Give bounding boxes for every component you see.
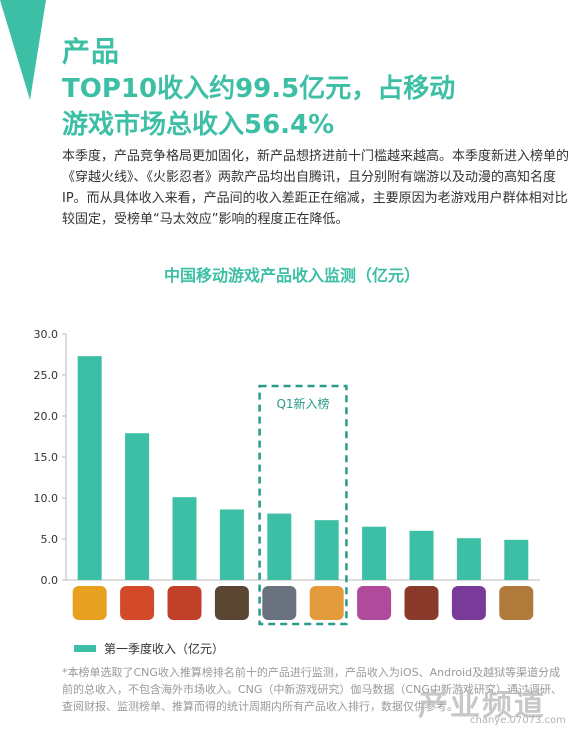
bar <box>456 538 481 580</box>
bar <box>267 513 292 580</box>
y-tick-label: 10.0 <box>34 492 59 505</box>
watermark-url: chanye.07073.com <box>470 715 566 726</box>
headline-line-1: TOP10收入约99.5亿元，占移动 <box>62 74 456 104</box>
y-tick-label: 30.0 <box>34 328 59 341</box>
bar <box>77 356 102 580</box>
bar <box>172 497 197 580</box>
game-icon <box>357 586 392 620</box>
body-paragraph: 本季度，产品竞争格局更加固化，新产品想挤进前十门槛越来越高。本季度新进入榜单的《… <box>62 149 570 227</box>
game-icon <box>120 586 155 620</box>
corner-decoration <box>0 0 46 100</box>
new-entry-label: Q1新入榜 <box>276 396 329 411</box>
bar <box>504 539 529 580</box>
game-icon <box>262 586 297 620</box>
bar <box>125 433 150 580</box>
bar <box>362 526 387 580</box>
chart-legend: 第一季度收入（亿元） <box>74 640 224 657</box>
page-title: 产品 <box>62 35 121 68</box>
game-icon <box>72 586 107 620</box>
bar <box>409 530 434 580</box>
legend-swatch <box>74 645 96 652</box>
footnote: *本榜单选取了CNG收入推算榜排名前十的产品进行监测，产品收入为iOS、Andr… <box>62 666 562 713</box>
y-tick-label: 5.0 <box>41 533 59 546</box>
game-icon <box>309 586 344 620</box>
legend-label: 第一季度收入（亿元） <box>104 642 225 656</box>
y-tick-label: 15.0 <box>34 451 59 464</box>
bar <box>314 520 339 580</box>
bar <box>219 509 244 580</box>
headline-line-2: 游戏市场总收入56.4% <box>62 110 335 140</box>
y-tick-label: 20.0 <box>34 410 59 423</box>
new-entry-highlight-box <box>258 384 348 626</box>
game-icon <box>451 586 486 620</box>
game-icon <box>214 586 249 620</box>
game-icon <box>404 586 439 620</box>
game-icon <box>499 586 534 620</box>
bar-chart: 0.0 5.0 10.0 15.0 20.0 25.0 30.0 Q1新入榜 <box>34 328 540 626</box>
watermark-logo: 产业频道 <box>418 688 546 723</box>
y-tick-label: 25.0 <box>34 369 59 382</box>
game-icon <box>167 586 202 620</box>
chart-title: 中国移动游戏产品收入监测（亿元） <box>163 266 420 285</box>
y-tick-label: 0.0 <box>41 574 59 587</box>
